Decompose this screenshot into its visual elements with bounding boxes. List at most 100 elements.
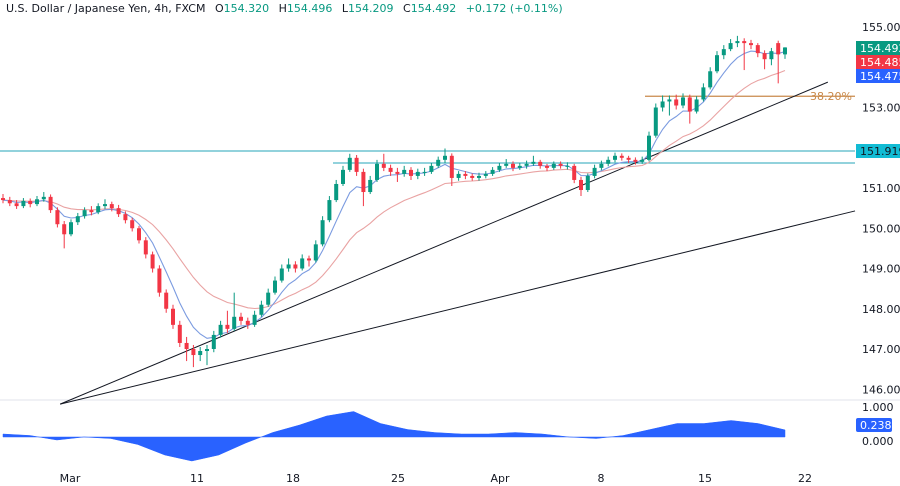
candle-body — [708, 71, 713, 88]
candle-body — [286, 264, 291, 269]
candle-body — [626, 157, 631, 160]
candle-body — [130, 220, 135, 229]
close-value: 154.492 — [410, 2, 457, 15]
candle-body — [456, 173, 461, 178]
candle-body — [150, 254, 155, 269]
time-axis-tick: Mar — [60, 472, 81, 485]
candle-body — [266, 292, 271, 305]
oscillator-area — [2, 411, 786, 462]
candle-body — [674, 99, 679, 106]
candle-body — [109, 204, 114, 209]
candle-body — [619, 155, 624, 158]
time-axis-tick: 8 — [598, 472, 605, 485]
candle-body — [89, 210, 94, 213]
close-label: C — [403, 2, 411, 15]
candle-body — [762, 53, 767, 60]
candle-body — [429, 165, 434, 172]
candle-body — [409, 169, 413, 176]
candle-body — [184, 342, 189, 349]
price-badge — [856, 55, 900, 69]
price-axis-tick: 150.000 — [862, 222, 900, 235]
candle-body — [395, 171, 400, 174]
candle-body — [504, 163, 509, 166]
time-axis-tick: 18 — [286, 472, 300, 485]
candle-body — [776, 43, 781, 55]
candle-body — [143, 240, 148, 255]
oscillator-badge — [856, 418, 892, 432]
low-value: 154.209 — [348, 2, 394, 15]
open-label: O — [214, 2, 224, 15]
candle-body — [477, 175, 481, 178]
candle-body — [422, 171, 427, 173]
candle-body — [633, 159, 638, 162]
candle-body — [755, 45, 760, 54]
candle-body — [171, 308, 175, 325]
candle-body — [742, 41, 747, 44]
candle-body — [368, 179, 373, 193]
candle-body — [116, 208, 121, 215]
candle-body — [402, 169, 407, 174]
candle-body — [701, 87, 706, 100]
candle-body — [252, 314, 257, 325]
level-badge-value: 151.919 — [860, 145, 900, 158]
candle-body — [273, 280, 277, 293]
price-axis-tick: 151.000 — [862, 182, 900, 195]
fib-level-label: 38.20% — [810, 90, 852, 103]
time-axis-tick: 25 — [391, 472, 405, 485]
time-axis-tick: 15 — [698, 472, 712, 485]
time-axis-tick: 22 — [798, 472, 812, 485]
candle-body — [48, 196, 53, 211]
price-axis-tick: 148.000 — [862, 303, 900, 316]
symbol-title[interactable]: U.S. Dollar / Japanese Yen, 4h, FXCM — [6, 2, 206, 15]
trendline — [59, 81, 829, 405]
candle-body — [279, 268, 284, 281]
open-value: 154.320 — [223, 2, 270, 15]
candle-body — [218, 324, 223, 335]
candle-body — [579, 179, 583, 191]
candle-body — [667, 99, 672, 102]
candle-body — [1, 198, 5, 201]
chart-legend-header: U.S. Dollar / Japanese Yen, 4h, FXCM O15… — [6, 2, 563, 15]
candle-body — [531, 161, 536, 164]
candle-body — [347, 157, 352, 170]
candle-body — [572, 165, 577, 180]
candle-body — [300, 258, 305, 269]
candle-body — [783, 47, 787, 55]
trendline — [60, 210, 856, 405]
oscillator-axis-tick: 0.000 — [862, 435, 894, 448]
time-axis-tick: 11 — [190, 472, 204, 485]
price-axis-tick: 149.000 — [862, 263, 900, 276]
candle-body — [35, 199, 39, 205]
candle-body — [232, 316, 237, 329]
candle-body — [443, 155, 447, 160]
candle-body — [82, 210, 87, 217]
fast-moving-average-line — [2, 50, 786, 339]
candle-body — [715, 55, 719, 72]
high-label: H — [278, 2, 287, 15]
candle-body — [137, 228, 141, 241]
high-value: 154.496 — [286, 2, 333, 15]
candle-body — [259, 304, 264, 315]
candle-body — [55, 210, 60, 225]
candle-body — [205, 349, 209, 352]
candle-body — [470, 175, 475, 178]
candle-body — [96, 206, 101, 213]
candle-body — [320, 220, 325, 245]
price-axis-tick: 146.000 — [862, 383, 900, 396]
candle-body — [721, 49, 726, 56]
candle-body — [7, 200, 12, 204]
candle-body — [749, 43, 753, 46]
slow-moving-average-line — [2, 69, 786, 310]
candle-body — [341, 169, 345, 184]
candle-body — [483, 173, 488, 176]
price-badge-value: 154.475 — [860, 70, 900, 83]
candle-body — [606, 159, 611, 164]
candle-body — [511, 163, 515, 168]
candle-body — [592, 167, 597, 176]
candle-body — [354, 157, 359, 172]
price-axis-tick: 155.000 — [862, 21, 900, 34]
candle-body — [687, 97, 692, 112]
candle-body — [517, 165, 522, 168]
candle-body — [551, 163, 556, 168]
